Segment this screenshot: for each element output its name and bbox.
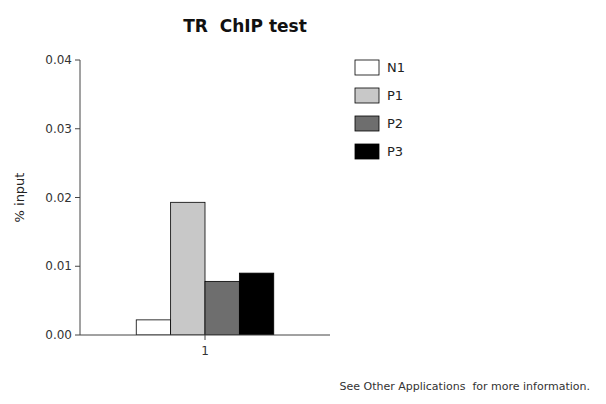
legend-swatch (355, 88, 379, 103)
y-tick (75, 128, 80, 129)
y-tick-label: 0.01 (45, 259, 72, 273)
title: TR ChIP test (183, 16, 307, 36)
x-tick (205, 335, 206, 340)
y-tick-label: 0.04 (45, 53, 72, 67)
y-tick (75, 335, 80, 336)
y-axis (80, 60, 81, 335)
bars (136, 202, 274, 335)
legend-swatch (355, 60, 379, 75)
y-tick (75, 60, 80, 61)
y-axis-label: % input (12, 173, 27, 223)
bar (136, 320, 170, 335)
chart: 0.00 0.01 0.02 0.03 0.04 1 % input TR ChIP test… (0, 0, 606, 404)
legend-label: P1 (387, 88, 403, 103)
y-tick-label: 0.02 (45, 191, 72, 205)
bar (239, 273, 273, 335)
x-axis (80, 335, 330, 336)
bar (171, 202, 205, 335)
y-tick (75, 266, 80, 267)
legend-swatch (355, 116, 379, 131)
legend-label: P2 (387, 116, 403, 131)
legend-label: N1 (387, 60, 405, 75)
x-tick-label: 1 (201, 344, 209, 358)
bar (205, 281, 239, 335)
legend-swatch (355, 144, 379, 159)
footnote: See Other Applications for more informat… (339, 380, 590, 393)
y-tick-label: 0.03 (45, 122, 72, 136)
y-tick (75, 197, 80, 198)
y-tick-label: 0.00 (45, 328, 72, 342)
legend-label: P3 (387, 144, 403, 159)
